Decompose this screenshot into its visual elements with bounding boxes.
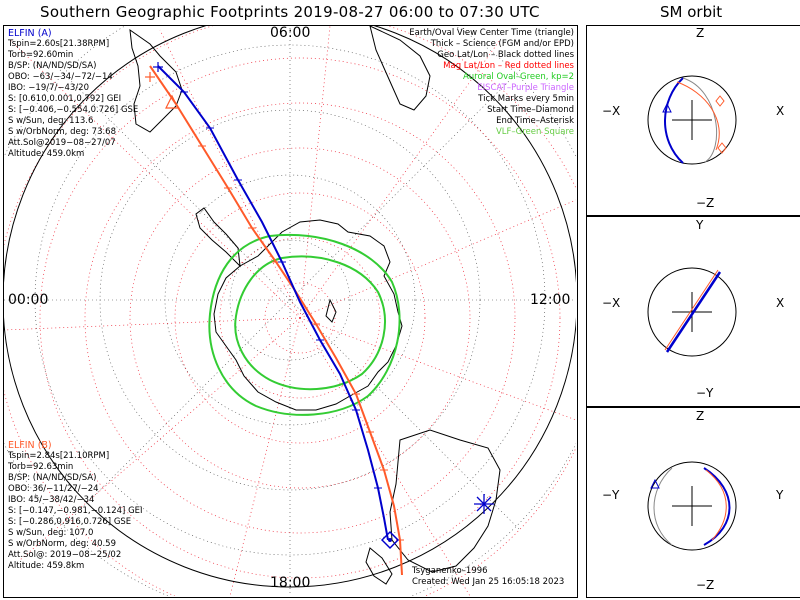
elfin-b-end-asterisk — [145, 72, 155, 82]
hour-label-bottom: 18:00 — [270, 575, 311, 591]
sm1-right-label: X — [776, 104, 785, 118]
sm2-top-label: Y — [696, 218, 704, 232]
elfin-b-track — [149, 65, 403, 576]
sm3-left-label: −Y — [602, 488, 620, 502]
elfin-a-start-diamond — [380, 530, 400, 550]
legend-item: Start Time–Diamond — [487, 105, 574, 115]
legend-item: Auroral Oval–Green, kp=2 — [462, 72, 574, 82]
elfin-a-line: IBO: −19/7/−43/20 — [8, 83, 89, 93]
legend-item: Geo Lat/Lon – Black dotted lines — [437, 50, 574, 60]
africa-coastline — [369, 26, 431, 111]
legend-item: EISCAT–Purple Triangle — [477, 83, 574, 93]
hour-label-top: 06:00 — [270, 25, 311, 41]
elfin-b-line: Tspin=2.84s[21.10RPM] — [8, 451, 110, 461]
sm-panel-3-plot — [647, 461, 737, 551]
mag-lat-grid — [4, 26, 576, 596]
hour-label-left: 00:00 — [8, 292, 49, 308]
australia-coastline — [389, 429, 501, 573]
elfin-a-line: Tspin=2.60s[21.38RPM] — [8, 39, 110, 49]
elfin-b-line: Torb=92.63min — [8, 462, 74, 472]
sm-panel-3-frame — [586, 407, 800, 598]
elfin-b-line: S w/OrbNorm, deg: 40.59 — [8, 539, 117, 549]
legend-item: Tick Marks every 5min — [478, 94, 574, 104]
plot-title: Southern Geographic Footprints 2019-08-2… — [40, 3, 540, 21]
sm3-top-label: Z — [696, 409, 705, 423]
legend-item: VLF–Green Square — [495, 127, 574, 137]
elfin-a-info: ELFIN (A) Tspin=2.60s[21.38RPM] Torb=92.… — [8, 28, 138, 160]
elfin-b-line: S w/Sun, deg: 107.0 — [8, 528, 94, 538]
elfin-a-line: OBO: −63/−34/−72/−14 — [8, 72, 113, 82]
elfin-a-line: S w/OrbNorm, deg: 73.68 — [8, 127, 117, 137]
sm-orbit-title: SM orbit — [660, 3, 723, 21]
elfin-b-line: Att.Sol@: 2019−08−25/02 — [8, 550, 122, 560]
elfin-b-line: B/SP: (NA/ND/SD/SA) — [8, 473, 97, 483]
sm3-right-label: Y — [776, 488, 784, 502]
elfin-b-line: IBO: 45/−38/42/−34 — [8, 495, 95, 505]
elfin-a-line: Att.Sol@2019−08−27/07 — [8, 138, 116, 148]
sm-panel-1-frame — [586, 25, 800, 216]
sm1-bottom-label: −Z — [696, 196, 715, 210]
elfin-a-line: S: [0.610,0.001,0.792] GEI — [8, 94, 122, 104]
blue-asterisk-marker — [474, 494, 494, 514]
elfin-a-line: B/SP: (NA/ND/SD/SA) — [8, 61, 97, 71]
elfin-b-info: ELFIN (B) Tspin=2.84s[21.10RPM] Torb=92.… — [8, 440, 143, 572]
elfin-a-track — [157, 65, 389, 541]
elfin-a-end-asterisk — [153, 62, 163, 72]
elfin-a-line: S w/Sun, deg: 113.6 — [8, 116, 94, 126]
created-timestamp: Created: Wed Jan 25 16:05:18 2023 — [412, 577, 565, 587]
elfin-a-ticks — [180, 91, 382, 489]
sm2-bottom-label: −Y — [696, 386, 714, 400]
elfin-a-line: Torb=92.60min — [8, 50, 74, 60]
sm-panel-2-plot — [647, 267, 737, 357]
elfin-b-line: Altitude: 459.8km — [8, 561, 85, 571]
hour-label-right: 12:00 — [530, 292, 571, 308]
horizon-circle — [4, 26, 576, 588]
elfin-b-center-triangle — [165, 94, 179, 109]
elfin-a-line: Altitude: 459.0km — [8, 149, 85, 159]
legend-item: Mag Lat/Lon – Red dotted lines — [443, 61, 574, 71]
elfin-b-ticks — [198, 145, 404, 541]
legend-item: Earth/Oval View Center Time (triangle) — [409, 28, 574, 38]
elfin-a-name: ELFIN (A) — [8, 28, 52, 39]
sm-panel-1-plot — [647, 75, 737, 165]
elfin-b-line: S: [−0.147,−0.981,−0.124] GEI — [8, 506, 143, 516]
auroral-oval-inner — [234, 255, 386, 391]
legend: Earth/Oval View Center Time (triangle) T… — [409, 28, 574, 138]
antarctica-coastline — [195, 207, 403, 411]
map-panel-frame — [3, 25, 578, 598]
elfin-a-line: S: [−0.406,−0.554,0.726] GSE — [8, 105, 139, 115]
sm3-bottom-label: −Z — [696, 578, 715, 592]
legend-item: Thick – Science (FGM and/or EPD) — [430, 39, 574, 49]
credits: Tsyganenko–1996 Created: Wed Jan 25 16:0… — [412, 566, 564, 588]
sm1-left-label: −X — [602, 104, 621, 118]
new-zealand-coastline — [365, 547, 393, 585]
sm-panel-2-frame — [586, 216, 800, 407]
model-credit: Tsyganenko–1996 — [412, 566, 488, 576]
geo-lat-grid — [4, 26, 576, 596]
elfin-b-line: S: [−0.286,0.916,0.726] GSE — [8, 517, 132, 527]
sm2-right-label: X — [776, 296, 785, 310]
auroral-oval-outer — [208, 233, 401, 416]
sm2-left-label: −X — [602, 296, 621, 310]
sm1-top-label: Z — [696, 26, 705, 40]
elfin-b-name: ELFIN (B) — [8, 440, 52, 451]
elfin-b-line: OBO: 36/−11/27/−24 — [8, 484, 99, 494]
south-america-coastline — [129, 28, 183, 133]
legend-item: End Time–Asterisk — [496, 116, 574, 126]
